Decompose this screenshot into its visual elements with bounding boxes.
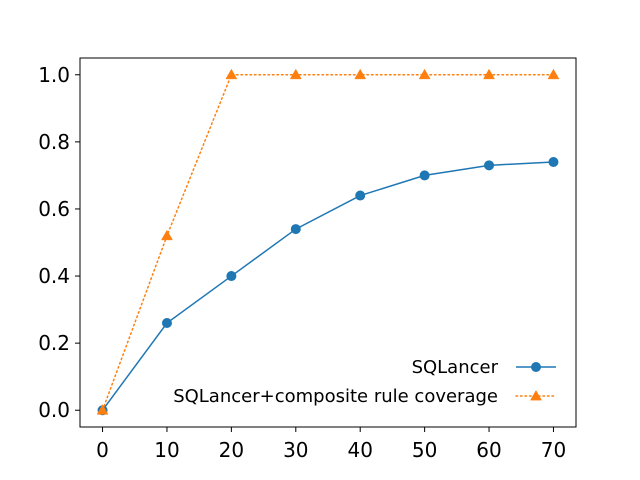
x-tick-label: 10 <box>154 438 179 462</box>
data-point <box>419 170 430 181</box>
legend-label: SQLancer <box>412 357 499 378</box>
y-tick-label: 0.4 <box>38 264 70 288</box>
x-tick-label: 30 <box>283 438 308 462</box>
legend-label: SQLancer+composite rule coverage <box>173 386 498 407</box>
x-tick-label: 50 <box>412 438 437 462</box>
data-point <box>484 160 495 171</box>
x-axis: 0 10 20 30 40 50 60 70 <box>96 427 566 462</box>
data-point <box>226 271 237 282</box>
y-tick-label: 0.6 <box>38 197 70 221</box>
data-point <box>161 318 172 329</box>
x-tick-label: 70 <box>541 438 566 462</box>
data-point <box>161 229 173 241</box>
data-point <box>355 190 366 201</box>
series-sqlancer <box>97 156 559 416</box>
x-tick-label: 40 <box>347 438 372 462</box>
data-point <box>354 68 367 80</box>
y-tick-label: 0.2 <box>38 331 70 355</box>
legend: SQLancer SQLancer+composite rule coverage <box>173 357 557 407</box>
data-point <box>225 68 238 80</box>
y-axis: 0.0 0.2 0.4 0.6 0.8 1.0 <box>38 63 80 422</box>
series-layer <box>96 68 560 416</box>
data-point <box>290 224 301 235</box>
x-tick-label: 20 <box>219 438 244 462</box>
plot-area-frame <box>79 57 577 428</box>
legend-marker <box>531 362 541 372</box>
plot-area-background <box>80 58 576 427</box>
y-tick-label: 0.0 <box>38 398 70 422</box>
data-point <box>418 68 431 80</box>
y-tick-label: 1.0 <box>38 63 70 87</box>
data-point <box>289 68 302 80</box>
series-sqlancer-composite <box>96 68 560 415</box>
series-line <box>101 74 555 411</box>
y-tick-label: 0.8 <box>38 130 70 154</box>
legend-item: SQLancer+composite rule coverage <box>173 386 557 407</box>
series-line <box>101 161 554 411</box>
legend-marker <box>530 389 542 401</box>
data-point <box>96 404 109 415</box>
data-point <box>547 68 560 80</box>
legend-item: SQLancer <box>412 357 556 378</box>
x-tick-label: 60 <box>476 438 501 462</box>
data-point <box>548 156 559 167</box>
data-point <box>483 68 495 80</box>
x-tick-label: 0 <box>96 438 109 462</box>
